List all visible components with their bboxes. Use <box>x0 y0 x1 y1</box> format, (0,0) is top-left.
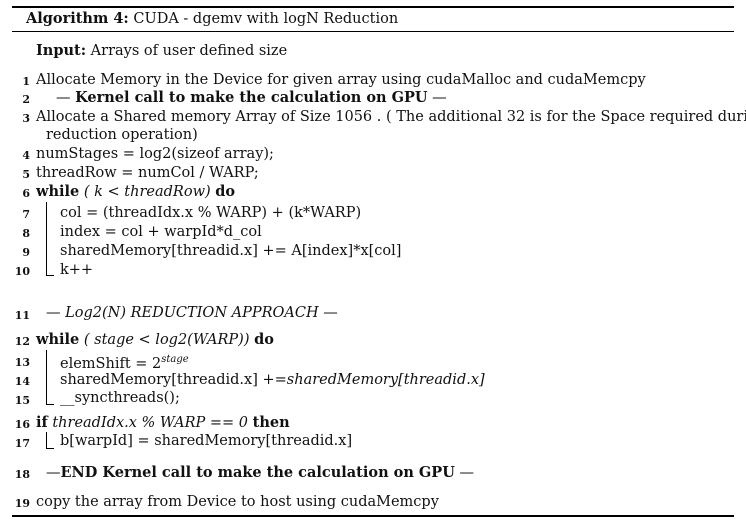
block-bar-foot <box>46 404 54 405</box>
line-14: sharedMemory[threadid.x] +=sharedMemory[… <box>60 371 485 389</box>
line-8: index = col + warpId*d_col <box>60 224 262 240</box>
line-number: 1 <box>22 75 30 88</box>
block-bar <box>46 432 47 449</box>
keyword-do: do <box>215 183 236 200</box>
keyword-if: if <box>36 414 48 431</box>
line-12: while ( stage < log2(WARP)) do <box>36 331 274 349</box>
line-11: — Log2(N) REDUCTION APPROACH — <box>46 304 338 322</box>
dash: — <box>323 305 338 321</box>
shared-memory-operand: sharedMemory[threadid.x] <box>286 372 485 388</box>
bottom-rule <box>12 515 734 517</box>
line-19: copy the array from Device to host using… <box>36 494 439 510</box>
if-condition: threadIdx.x % WARP == 0 <box>52 415 249 431</box>
keyword-while: while <box>36 183 80 200</box>
dash: — <box>46 305 61 321</box>
input-label: Input: <box>36 42 87 59</box>
exponent: stage <box>161 354 189 365</box>
line-17: b[warpId] = sharedMemory[threadid.x] <box>60 433 353 449</box>
dash: — <box>56 90 71 106</box>
line-4: numStages = log2(sizeof array); <box>36 146 274 162</box>
line-number: 5 <box>22 168 30 181</box>
line-9: sharedMemory[threadid.x] += A[index]*x[c… <box>60 243 402 259</box>
loop-condition: ( stage < log2(WARP)) <box>83 332 250 348</box>
keyword-then: then <box>252 414 290 431</box>
dash: — <box>46 465 61 481</box>
line-number: 3 <box>22 112 30 125</box>
line-number: 10 <box>14 265 30 278</box>
algorithm-title: CUDA - dgemv with logN Reduction <box>133 11 399 27</box>
line-number: 16 <box>14 418 30 431</box>
block-bar <box>46 202 47 276</box>
line-13: elemShift = 2stage <box>60 351 189 373</box>
end-kernel-comment: END Kernel call to make the calculation … <box>60 464 455 481</box>
line-7: col = (threadIdx.x % WARP) + (k*WARP) <box>60 205 362 221</box>
loop-condition: ( k < threadRow) <box>83 184 211 200</box>
line-number: 9 <box>22 246 30 259</box>
line-number: 8 <box>22 227 30 240</box>
line-number: 12 <box>14 335 30 348</box>
line-number: 6 <box>22 187 30 200</box>
dash: — <box>459 465 474 481</box>
line-6: while ( k < threadRow) do <box>36 183 235 201</box>
shared-memory-accumulate: sharedMemory[threadid.x] += <box>60 372 287 388</box>
algorithm-caption: Algorithm 4: CUDA - dgemv with logN Redu… <box>26 10 398 27</box>
top-rule <box>12 6 734 8</box>
block-bar-foot <box>46 448 54 449</box>
line-number: 4 <box>22 149 30 162</box>
line-18: —END Kernel call to make the calculation… <box>46 464 474 482</box>
line-15: __syncthreads(); <box>60 390 180 406</box>
line-number: 13 <box>14 356 30 369</box>
line-number: 11 <box>14 309 30 322</box>
algorithm-label: Algorithm 4: <box>26 10 129 27</box>
keyword-do: do <box>254 331 274 348</box>
line-16: if threadIdx.x % WARP == 0 then <box>36 414 290 432</box>
elemshift-assign: elemShift = 2 <box>60 355 162 372</box>
block-bar <box>46 350 47 405</box>
line-3: Allocate a Shared memory Array of Size 1… <box>36 109 746 125</box>
line-number: 14 <box>14 375 30 388</box>
line-number: 18 <box>14 468 30 481</box>
line-number: 17 <box>14 437 30 450</box>
reduction-comment: Log2(N) REDUCTION APPROACH <box>65 305 319 321</box>
keyword-while: while <box>36 331 80 348</box>
kernel-call-comment: Kernel call to make the calculation on G… <box>75 89 428 106</box>
line-5: threadRow = numCol / WARP; <box>36 165 259 181</box>
line-1: Allocate Memory in the Device for given … <box>36 72 646 88</box>
line-3-continuation: reduction operation) <box>46 127 198 143</box>
input-text: Arrays of user defined size <box>90 43 288 59</box>
dash: — <box>432 90 447 106</box>
title-rule <box>12 31 734 32</box>
line-number: 7 <box>22 208 30 221</box>
line-number: 19 <box>14 497 30 510</box>
line-number: 2 <box>22 93 30 106</box>
block-bar-foot <box>46 275 54 276</box>
line-number: 15 <box>14 394 30 407</box>
line-10: k++ <box>60 262 94 278</box>
line-2: — Kernel call to make the calculation on… <box>56 89 447 107</box>
input-line: Input: Arrays of user defined size <box>36 42 287 60</box>
